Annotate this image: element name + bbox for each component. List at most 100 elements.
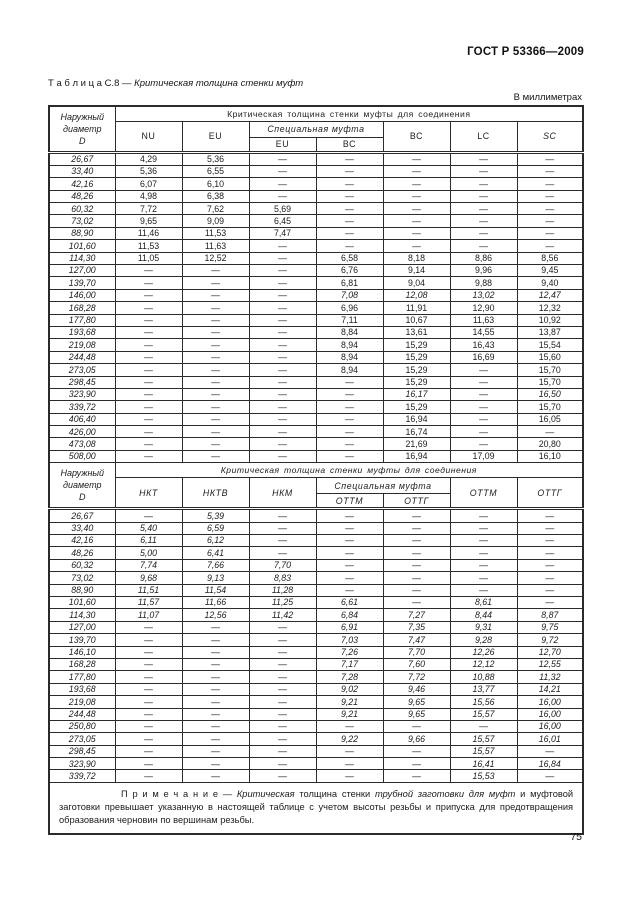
value-cell: — (315, 164, 384, 179)
value-cell: — (181, 744, 250, 759)
value-cell: — (449, 425, 518, 439)
table-row: 426,00— — — —16,74— — (48, 425, 584, 439)
value-cell: — (315, 375, 384, 389)
table-row: 139,70— — —6,81 9,04 9,88 9,40 (48, 276, 584, 290)
value-cell: — (449, 571, 518, 585)
section2-span-header: Критическая толщина стенки муфты для сое… (114, 462, 584, 479)
value-cell: — (248, 177, 317, 191)
value-cell: — (449, 719, 518, 734)
value-cell: — (516, 744, 584, 759)
value-cell: 9,04 (382, 276, 451, 290)
value-cell: 11,53 (114, 239, 183, 253)
note-section: П р и м е ч а н и е — Критическая толщин… (48, 781, 584, 835)
value-cell: — (114, 263, 183, 278)
value-cell: 5,00 (114, 546, 183, 560)
table-row: 48,26 5,00 6,41— — — — — (48, 546, 584, 560)
value-cell: — (382, 214, 451, 228)
value-cell: — (248, 744, 317, 759)
text-segment: Критическая (236, 788, 295, 799)
value-cell: — (449, 546, 518, 560)
value-cell: — (315, 400, 384, 414)
value-cell: 10,88 (449, 670, 518, 684)
table-row: 298,45— — — — —15,57— (48, 744, 584, 759)
value-cell: 10,92 (516, 313, 584, 327)
value-cell: — (181, 375, 250, 389)
value-cell: 13,61 (382, 325, 451, 340)
table-row: 273,05— — —8,94 15,29—15,70 (48, 363, 584, 377)
value-cell: — (382, 239, 451, 253)
outer-diameter-header-2: Наружный диаметр D (48, 462, 116, 511)
diameter-cell: 127,00 (48, 620, 116, 635)
diameter-cell: 127,00 (48, 263, 116, 278)
value-cell: — (315, 449, 384, 464)
value-cell: — (315, 239, 384, 253)
value-cell: — (114, 375, 183, 389)
value-cell: — (382, 226, 451, 241)
value-cell: 9,22 (315, 732, 384, 746)
value-cell: 6,58 (315, 251, 384, 266)
value-cell: — (315, 189, 384, 204)
diameter-cell: 168,28 (48, 301, 116, 315)
diameter-cell: 219,08 (48, 338, 116, 352)
value-cell: — (181, 719, 250, 734)
value-cell: — (449, 412, 518, 427)
value-cell: 7,35 (382, 620, 451, 635)
value-cell: — (382, 595, 451, 610)
value-cell: — (449, 508, 518, 523)
diameter-cell: 508,00 (48, 449, 116, 464)
value-cell: 9,40 (516, 276, 584, 290)
diameter-cell: 60,32 (48, 558, 116, 573)
diameter-cell: 60,32 (48, 202, 116, 216)
value-cell: — (449, 177, 518, 191)
value-cell: — (516, 521, 584, 536)
value-cell: — (315, 508, 384, 523)
value-cell: — (248, 375, 317, 389)
value-cell: — (114, 437, 183, 451)
value-cell: 15,70 (516, 375, 584, 389)
value-cell: 9,02 (315, 682, 384, 697)
value-cell: — (181, 769, 250, 783)
value-cell: — (248, 276, 317, 290)
table-row: 168,28— — —7,17 7,60 12,12 12,55 (48, 657, 584, 672)
value-cell: 13,02 (449, 288, 518, 303)
value-cell: 17,09 (449, 449, 518, 464)
value-cell: — (248, 189, 317, 204)
value-cell: — (248, 449, 317, 464)
value-cell: — (382, 508, 451, 523)
value-cell: — (181, 363, 250, 377)
diameter-cell: 146,10 (48, 645, 116, 659)
col-header-lc: LC (449, 120, 518, 154)
value-cell: — (382, 202, 451, 216)
value-cell: 6,76 (315, 263, 384, 278)
value-cell: — (449, 387, 518, 402)
value-cell: — (248, 325, 317, 340)
doc-code: ГОСТ Р 53366—2009 (467, 46, 584, 58)
value-cell: 11,53 (181, 226, 250, 241)
value-cell: — (449, 437, 518, 451)
table-row: 127,00— — —6,91 7,35 9,31 9,75 (48, 620, 584, 635)
value-cell: 11,28 (248, 583, 317, 598)
value-cell: 9,72 (516, 633, 584, 647)
value-cell: 7,08 (315, 288, 384, 303)
value-cell: 12,56 (181, 608, 250, 622)
value-cell: — (516, 189, 584, 204)
value-cell: 6,07 (114, 177, 183, 191)
value-cell: 9,13 (181, 571, 250, 585)
value-cell: 8,18 (382, 251, 451, 266)
table-row: 219,08— — —8,94 15,29 16,43 15,54 (48, 338, 584, 352)
value-cell: — (248, 521, 317, 536)
value-cell: 11,63 (449, 313, 518, 327)
value-cell: — (114, 732, 183, 746)
value-cell: — (382, 571, 451, 585)
value-cell: — (382, 151, 451, 166)
value-cell: 16,43 (449, 338, 518, 352)
value-cell: 11,25 (248, 595, 317, 610)
value-cell: 16,10 (516, 449, 584, 464)
diameter-cell: 273,05 (48, 732, 116, 746)
value-cell: — (248, 682, 317, 697)
value-cell: — (516, 425, 584, 439)
value-cell: 9,88 (449, 276, 518, 290)
value-cell: 6,91 (315, 620, 384, 635)
value-cell: — (382, 744, 451, 759)
value-cell: 6,55 (181, 164, 250, 179)
